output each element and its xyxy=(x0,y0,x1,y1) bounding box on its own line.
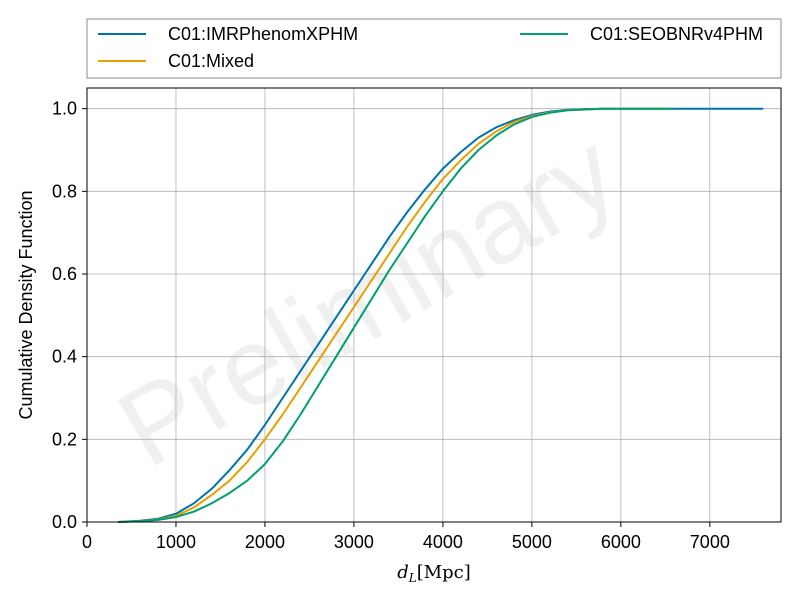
x-tick-label: 4000 xyxy=(423,532,463,552)
x-tick-label: 2000 xyxy=(245,532,285,552)
y-tick-label: 0.2 xyxy=(52,429,77,449)
plot-frame xyxy=(86,87,782,523)
x-axis-label-unit: [Mpc] xyxy=(417,562,471,583)
series-layer xyxy=(118,107,764,523)
x-tick-label: 5000 xyxy=(512,532,552,552)
x-tick-label: 1000 xyxy=(156,532,196,552)
legend-label-series-2: C01:SEOBNRv4PHM xyxy=(590,24,763,44)
y-tick-label: 0.0 xyxy=(52,512,77,532)
legend-label-series-1: C01:Mixed xyxy=(168,51,254,71)
grid xyxy=(86,88,781,523)
series-line-2 xyxy=(118,107,675,523)
y-axis-label: Cumulative Density Function xyxy=(16,190,36,419)
watermark: Preliminary xyxy=(99,109,637,491)
ticks: 0 1000 2000 3000 4000 5000 6000 7000 0.0 0.2 0.4 0.… xyxy=(52,99,730,552)
y-tick-label: 0.4 xyxy=(52,347,77,367)
x-tick-label: 7000 xyxy=(690,532,730,552)
y-tick-label: 0.8 xyxy=(52,181,77,201)
x-axis-label-subscript: L xyxy=(408,571,417,585)
x-tick-label: 6000 xyxy=(601,532,641,552)
y-tick-label: 0.6 xyxy=(52,264,77,284)
x-tick-label: 3000 xyxy=(334,532,374,552)
y-tick-label: 1.0 xyxy=(52,99,77,119)
x-tick-label: 0 xyxy=(82,532,92,552)
plot-area: 0 1000 2000 3000 4000 5000 6000 7000 0.0 0.2 0.4 0.… xyxy=(52,87,782,552)
legend-label-series-0: C01:IMRPhenomXPHM xyxy=(168,24,358,44)
legend-frame xyxy=(86,18,782,79)
x-axis-label-main: d xyxy=(397,562,409,583)
x-axis-label: dL[Mpc] xyxy=(397,562,471,585)
legend: C01:IMRPhenomXPHM C01:Mixed C01:SEOBNRv4… xyxy=(86,18,782,79)
